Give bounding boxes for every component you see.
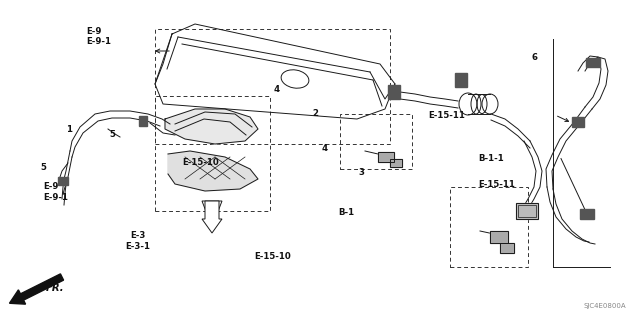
Bar [390, 159, 402, 167]
Text: 4: 4 [322, 144, 328, 153]
Bar [155, 96, 270, 211]
Bar [586, 58, 600, 67]
Text: FR.: FR. [46, 283, 65, 293]
Bar [390, 159, 402, 167]
Bar [388, 85, 400, 99]
Text: B-1: B-1 [338, 208, 354, 217]
Text: 5: 5 [41, 163, 47, 172]
Bar [455, 73, 467, 87]
Polygon shape [165, 109, 258, 144]
Text: SJC4E0800A: SJC4E0800A [584, 303, 626, 308]
Bar [580, 209, 594, 219]
Bar [490, 231, 508, 243]
Polygon shape [168, 151, 258, 191]
Text: 5: 5 [109, 130, 115, 139]
Bar [500, 243, 514, 253]
Text: 1: 1 [66, 125, 72, 134]
FancyArrow shape [10, 274, 63, 304]
Text: E-15-11: E-15-11 [428, 111, 465, 120]
Text: 3: 3 [358, 168, 365, 177]
Text: 2: 2 [312, 109, 318, 118]
FancyArrow shape [202, 201, 222, 233]
Bar [155, 29, 390, 144]
Bar [518, 205, 536, 217]
Text: 6: 6 [531, 53, 538, 62]
Bar [450, 187, 528, 267]
Text: E-3
E-3-1: E-3 E-3-1 [125, 231, 150, 250]
Bar [58, 177, 68, 185]
Bar [378, 152, 394, 162]
Text: E-15-10: E-15-10 [255, 252, 291, 261]
Text: E-15-11: E-15-11 [479, 180, 516, 189]
Text: E-9
E-9-1: E-9 E-9-1 [86, 27, 111, 46]
Text: E-9
E-9-1: E-9 E-9-1 [44, 182, 68, 202]
Bar [572, 117, 584, 127]
Bar [516, 203, 538, 219]
Bar [500, 243, 514, 253]
Text: B-1-1: B-1-1 [479, 154, 504, 163]
Text: 4: 4 [273, 85, 280, 94]
Polygon shape [202, 201, 222, 214]
Bar [516, 203, 538, 219]
Bar [139, 116, 147, 126]
Text: E-15-10: E-15-10 [182, 158, 219, 167]
Bar [378, 152, 394, 162]
Bar [340, 114, 412, 169]
Bar [490, 231, 508, 243]
